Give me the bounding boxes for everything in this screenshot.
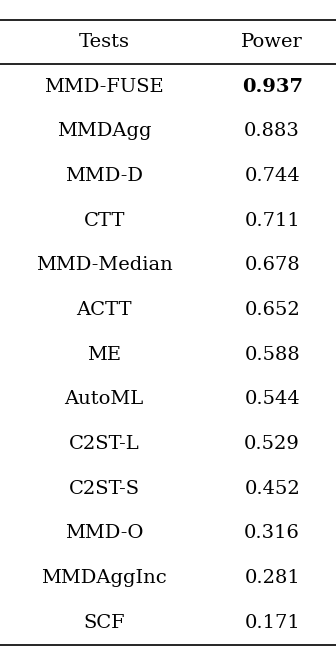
Text: 0.529: 0.529 xyxy=(244,435,300,453)
Text: Power: Power xyxy=(241,33,303,51)
Text: Tests: Tests xyxy=(79,33,130,51)
Text: ME: ME xyxy=(87,345,121,364)
Text: MMDAggInc: MMDAggInc xyxy=(41,569,167,587)
Text: 0.883: 0.883 xyxy=(244,122,300,140)
Text: 0.316: 0.316 xyxy=(244,524,300,542)
Text: CTT: CTT xyxy=(83,212,125,230)
Text: 0.937: 0.937 xyxy=(242,78,303,95)
Text: SCF: SCF xyxy=(83,613,125,632)
Text: 0.678: 0.678 xyxy=(244,257,300,274)
Text: 0.652: 0.652 xyxy=(244,301,300,319)
Text: 0.711: 0.711 xyxy=(244,212,300,230)
Text: 0.452: 0.452 xyxy=(244,480,300,497)
Text: 0.744: 0.744 xyxy=(244,167,300,185)
Text: ACTT: ACTT xyxy=(76,301,132,319)
Text: 0.171: 0.171 xyxy=(244,613,300,632)
Text: C2ST-L: C2ST-L xyxy=(69,435,139,453)
Text: 0.281: 0.281 xyxy=(244,569,300,587)
Text: MMD-FUSE: MMD-FUSE xyxy=(44,78,164,95)
Text: MMD-Median: MMD-Median xyxy=(36,257,172,274)
Text: 0.588: 0.588 xyxy=(244,345,300,364)
Text: C2ST-S: C2ST-S xyxy=(69,480,140,497)
Text: MMD-O: MMD-O xyxy=(65,524,143,542)
Text: AutoML: AutoML xyxy=(65,390,144,408)
Text: 0.544: 0.544 xyxy=(244,390,300,408)
Text: MMD-D: MMD-D xyxy=(65,167,143,185)
Text: MMDAgg: MMDAgg xyxy=(57,122,152,140)
